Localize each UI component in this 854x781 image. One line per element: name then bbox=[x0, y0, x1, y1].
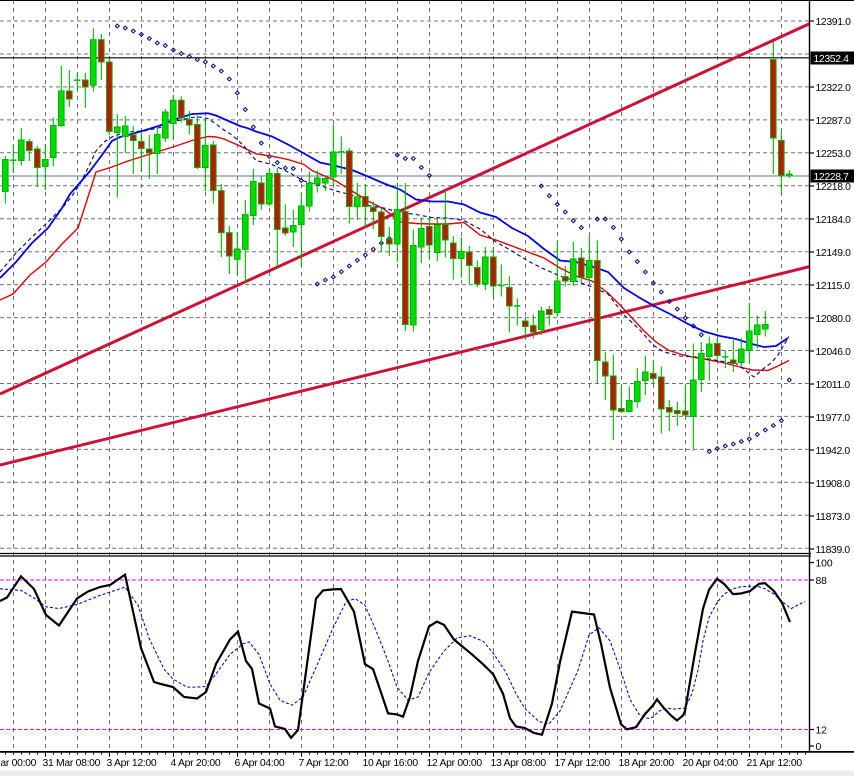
svg-text:12 Apr 00:00: 12 Apr 00:00 bbox=[427, 758, 483, 769]
svg-text:6 Apr 04:00: 6 Apr 04:00 bbox=[235, 758, 285, 769]
svg-text:4 Apr 20:00: 4 Apr 20:00 bbox=[171, 758, 221, 769]
svg-text:12046.0: 12046.0 bbox=[816, 347, 852, 358]
svg-text:11977.0: 11977.0 bbox=[816, 413, 851, 424]
svg-text:31 Mar 08:00: 31 Mar 08:00 bbox=[43, 758, 101, 769]
svg-text:12080.0: 12080.0 bbox=[816, 314, 852, 325]
svg-text:12322.0: 12322.0 bbox=[816, 83, 852, 94]
svg-text:12218.0: 12218.0 bbox=[816, 182, 852, 193]
svg-text:30 Mar 00:00: 30 Mar 00:00 bbox=[0, 758, 37, 769]
svg-text:11839.0: 11839.0 bbox=[816, 545, 851, 556]
svg-text:13 Apr 08:00: 13 Apr 08:00 bbox=[491, 758, 547, 769]
svg-text:12287.0: 12287.0 bbox=[816, 116, 852, 127]
svg-text:12253.0: 12253.0 bbox=[816, 149, 852, 160]
svg-text:12115.0: 12115.0 bbox=[816, 281, 851, 292]
svg-text:17 Apr 12:00: 17 Apr 12:00 bbox=[555, 758, 611, 769]
svg-text:11873.0: 11873.0 bbox=[816, 512, 851, 523]
svg-text:7 Apr 12:00: 7 Apr 12:00 bbox=[299, 758, 349, 769]
svg-text:10 Apr 16:00: 10 Apr 16:00 bbox=[363, 758, 419, 769]
svg-text:88: 88 bbox=[816, 576, 828, 587]
svg-text:18 Apr 20:00: 18 Apr 20:00 bbox=[619, 758, 675, 769]
svg-text:12: 12 bbox=[816, 726, 828, 737]
svg-text:12149.0: 12149.0 bbox=[816, 248, 852, 259]
svg-text:11908.0: 11908.0 bbox=[816, 479, 851, 490]
svg-text:21 Apr 12:00: 21 Apr 12:00 bbox=[747, 758, 803, 769]
svg-text:12011.0: 12011.0 bbox=[816, 380, 851, 391]
svg-text:12352.4: 12352.4 bbox=[814, 54, 850, 65]
svg-text:0: 0 bbox=[816, 742, 822, 753]
svg-text:11942.0: 11942.0 bbox=[816, 446, 851, 457]
svg-text:12228.7: 12228.7 bbox=[814, 172, 850, 183]
svg-text:3 Apr 12:00: 3 Apr 12:00 bbox=[107, 758, 157, 769]
svg-text:100: 100 bbox=[816, 559, 833, 570]
svg-text:20 Apr 04:00: 20 Apr 04:00 bbox=[683, 758, 739, 769]
svg-text:12391.0: 12391.0 bbox=[816, 17, 852, 28]
svg-text:12184.0: 12184.0 bbox=[816, 215, 852, 226]
